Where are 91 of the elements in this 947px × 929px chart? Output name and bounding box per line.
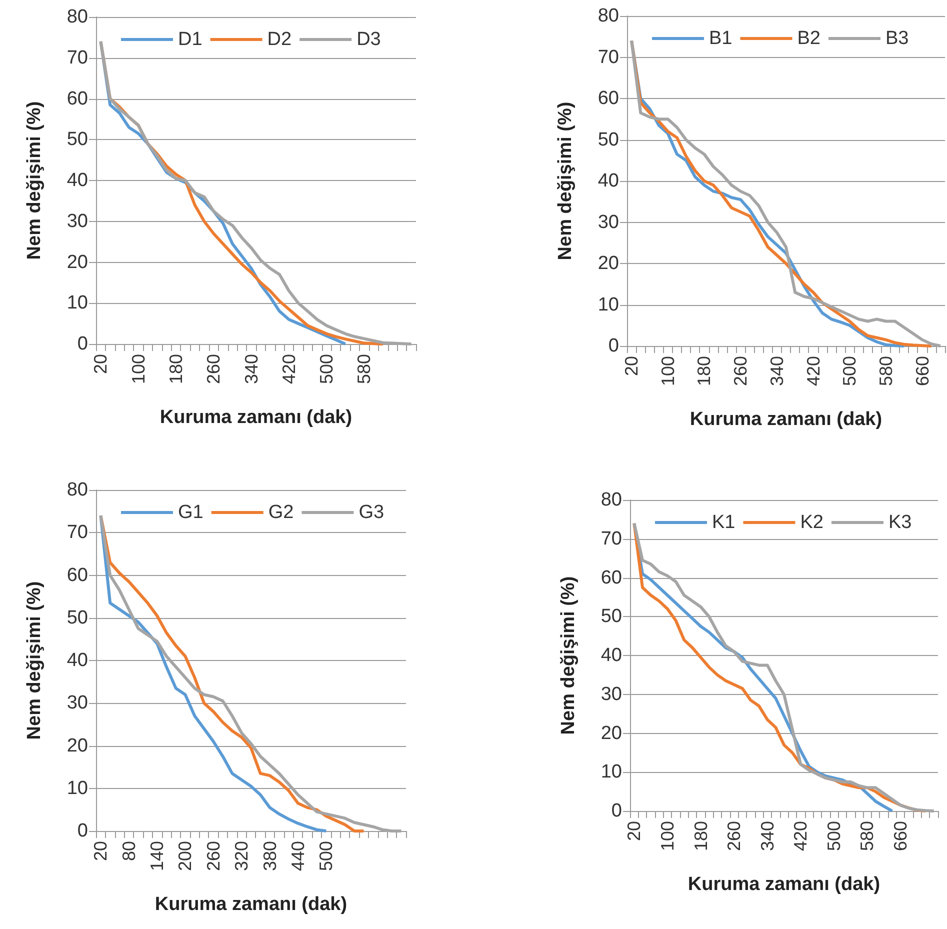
y-tick-label: 70 [598, 46, 619, 68]
x-tick-label: 340 [766, 356, 787, 386]
x-tick-label: 660 [890, 821, 911, 852]
legend-label: B1 [709, 28, 732, 49]
y-tick-label: 60 [598, 88, 619, 109]
x-tick-label: 20 [622, 356, 642, 376]
y-tick-label: 50 [66, 129, 88, 150]
y-tick-label: 50 [600, 606, 622, 628]
y-tick-label: 40 [598, 170, 619, 192]
y-tick-label: 30 [598, 212, 619, 233]
x-tick-label: 580 [857, 821, 878, 852]
legend-label: B2 [797, 28, 820, 49]
x-tick-label: 100 [658, 356, 678, 386]
legend-label: D3 [356, 29, 381, 50]
x-tick-label: 580 [876, 356, 896, 386]
y-tick-label: 10 [66, 778, 88, 799]
x-tick-label: 20 [90, 354, 111, 374]
y-tick-label: 30 [600, 684, 622, 705]
y-tick-label: 80 [66, 480, 88, 500]
y-tick-label: 20 [66, 735, 88, 756]
y-tick-label: 40 [66, 170, 88, 191]
x-tick-label: 580 [354, 354, 374, 384]
legend-label: G1 [178, 502, 204, 523]
x-tick-label: 100 [128, 354, 148, 384]
y-tick-label: 80 [598, 6, 619, 26]
legend-label: G2 [268, 502, 294, 523]
legend-label: G3 [358, 502, 384, 523]
y-tick-label: 60 [66, 88, 88, 110]
x-tick-label: 500 [840, 356, 860, 386]
y-tick-label: 60 [66, 564, 88, 586]
y-tick-label: 70 [66, 47, 88, 68]
y-axis-title: Nem değişimi (%) [24, 101, 45, 260]
x-tick-label: 200 [175, 841, 196, 872]
x-axis-title: Kuruma zamanı (dak) [690, 409, 882, 430]
x-tick-label: 260 [730, 356, 751, 386]
x-axis-title: Kuruma zamanı (dak) [688, 874, 880, 895]
x-tick-label: 420 [790, 821, 811, 852]
x-tick-label: 500 [316, 841, 336, 872]
x-tick-label: 260 [204, 354, 224, 384]
x-tick-label: 180 [690, 821, 711, 852]
y-tick-label: 20 [600, 722, 622, 744]
y-tick-label: 0 [608, 336, 619, 356]
legend-label: D2 [267, 29, 292, 50]
x-tick-label: 20 [90, 841, 111, 862]
x-tick-label: 380 [260, 841, 280, 872]
x-tick-label: 80 [118, 841, 139, 862]
y-axis-title: Nem değişimi (%) [24, 581, 45, 740]
y-tick-label: 0 [77, 820, 88, 842]
legend-label: K1 [712, 512, 736, 533]
x-tick-label: 100 [657, 821, 678, 852]
x-tick-label: 180 [694, 356, 714, 386]
x-tick-label: 440 [288, 841, 308, 872]
x-tick-label: 500 [316, 354, 337, 384]
x-axis-title: Kuruma zamanı (dak) [154, 894, 348, 915]
y-axis-title: Nem değişimi (%) [558, 576, 579, 735]
x-tick-label: 260 [203, 841, 224, 872]
x-tick-label: 320 [232, 841, 252, 872]
y-tick-label: 0 [611, 800, 622, 822]
y-tick-label: 30 [66, 210, 88, 232]
y-tick-label: 20 [66, 252, 88, 273]
y-tick-label: 50 [66, 607, 88, 628]
y-tick-label: 10 [598, 294, 619, 316]
legend-label: B3 [885, 28, 909, 49]
legend-label: K3 [888, 512, 912, 533]
y-tick-label: 70 [66, 522, 88, 544]
x-tick-label: 420 [803, 356, 824, 386]
x-tick-label: 340 [757, 821, 778, 852]
x-tick-label: 180 [166, 354, 186, 384]
y-tick-label: 0 [77, 334, 88, 354]
y-tick-label: 50 [598, 129, 619, 150]
y-tick-label: 20 [598, 253, 619, 274]
x-tick-label: 260 [724, 821, 744, 852]
legend-label: K2 [800, 512, 824, 533]
y-tick-label: 10 [66, 292, 88, 314]
x-tick-label: 340 [241, 354, 262, 384]
x-tick-label: 140 [147, 841, 168, 872]
y-tick-label: 80 [66, 6, 88, 28]
y-tick-label: 80 [600, 490, 622, 510]
x-tick-label: 20 [624, 821, 644, 842]
y-tick-label: 10 [600, 762, 622, 783]
y-tick-label: 40 [600, 645, 622, 666]
y-tick-label: 40 [66, 650, 88, 671]
x-tick-label: 500 [824, 821, 844, 852]
legend-label: D1 [178, 29, 202, 50]
x-axis-title: Kuruma zamanı (dak) [160, 407, 352, 428]
y-axis-title: Nem değişimi (%) [555, 102, 576, 260]
y-tick-label: 30 [66, 692, 88, 714]
x-tick-label: 420 [278, 354, 299, 384]
y-tick-label: 60 [600, 567, 622, 588]
y-tick-label: 70 [600, 528, 622, 550]
x-tick-label: 660 [912, 356, 932, 386]
